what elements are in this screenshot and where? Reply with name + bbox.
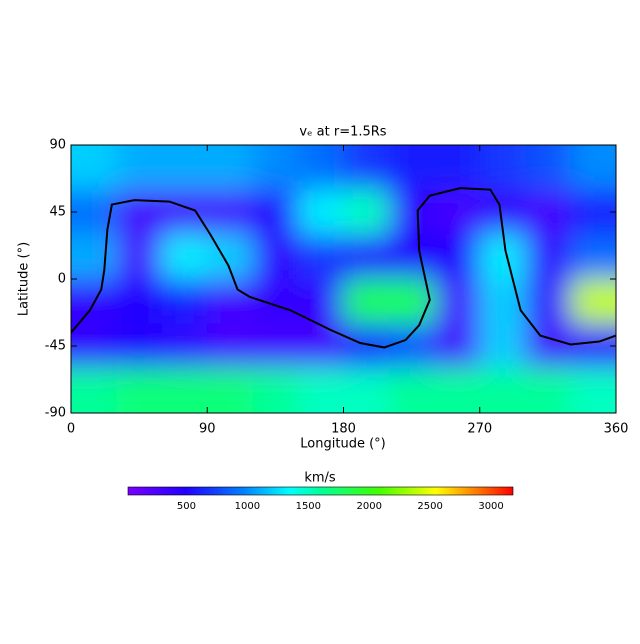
heat-cell bbox=[343, 279, 390, 325]
heat-cell bbox=[479, 145, 527, 191]
heat-cell bbox=[479, 368, 527, 413]
heat-cell bbox=[252, 279, 300, 325]
colorbar-tick-label: 1500 bbox=[296, 501, 321, 512]
heat-cell bbox=[298, 323, 345, 370]
colorbar-tick-label: 1000 bbox=[235, 501, 260, 512]
heat-cell bbox=[207, 323, 254, 370]
heat-cell bbox=[252, 368, 300, 413]
heat-cell bbox=[434, 145, 481, 191]
x-axis-label: Longitude (°) bbox=[300, 437, 385, 452]
heat-cell bbox=[570, 323, 616, 370]
heat-cell bbox=[161, 234, 209, 280]
heat-cell bbox=[161, 323, 209, 370]
colorbar-tick-label: 500 bbox=[177, 501, 196, 512]
heat-cell bbox=[570, 189, 616, 236]
heat-cell bbox=[388, 323, 436, 370]
heat-cell bbox=[71, 279, 118, 325]
heat-cell bbox=[161, 368, 209, 413]
heat-cell bbox=[388, 368, 436, 413]
heat-cell bbox=[298, 234, 345, 280]
y-tick-label: 45 bbox=[49, 205, 66, 220]
heat-cell bbox=[207, 368, 254, 413]
heat-cell bbox=[525, 189, 572, 236]
heat-cell bbox=[434, 323, 481, 370]
x-tick-label: 90 bbox=[199, 422, 216, 437]
x-tick-label: 360 bbox=[604, 422, 629, 437]
y-axis-label: Latitude (°) bbox=[17, 242, 32, 316]
heat-cell bbox=[570, 234, 616, 280]
colorbar-tick-label: 3000 bbox=[478, 501, 503, 512]
colorbar-tick-label: 2500 bbox=[417, 501, 442, 512]
heat-cell bbox=[71, 368, 118, 413]
heat-cell bbox=[116, 279, 163, 325]
heat-cell bbox=[161, 279, 209, 325]
heat-cell bbox=[570, 145, 616, 191]
heat-cell bbox=[252, 145, 300, 191]
heat-cell bbox=[388, 234, 436, 280]
y-tick-label: -45 bbox=[45, 339, 66, 354]
heat-cell bbox=[343, 189, 390, 236]
heat-cell bbox=[434, 279, 481, 325]
neutral-line bbox=[71, 187, 616, 349]
heat-cell bbox=[525, 145, 572, 191]
heat-cell bbox=[116, 189, 163, 236]
chart-title: vₑ at r=1.5Rs bbox=[299, 125, 386, 140]
y-tick-label: 90 bbox=[49, 138, 66, 153]
heat-cell bbox=[116, 368, 163, 413]
heat-cell bbox=[479, 323, 527, 370]
heat-cell bbox=[252, 234, 300, 280]
plot-frame bbox=[70, 144, 617, 414]
heat-cell bbox=[116, 323, 163, 370]
heat-cell bbox=[71, 234, 118, 280]
y-tick-label: 0 bbox=[58, 272, 66, 287]
heat-cell bbox=[434, 234, 481, 280]
heat-cell bbox=[525, 279, 572, 325]
colorbar-label: km/s bbox=[304, 471, 336, 486]
x-tick-label: 270 bbox=[467, 422, 492, 437]
x-tick-label: 180 bbox=[331, 422, 356, 437]
heat-cell bbox=[343, 368, 390, 413]
colorbar-tick-label: 2000 bbox=[357, 501, 382, 512]
heat-cell bbox=[298, 368, 345, 413]
heat-cell bbox=[252, 323, 300, 370]
heat-cell bbox=[207, 279, 254, 325]
heat-cell bbox=[161, 145, 209, 191]
heat-cell bbox=[252, 189, 300, 236]
heatmap bbox=[71, 145, 616, 413]
heat-cell bbox=[434, 189, 481, 236]
x-tick-label: 0 bbox=[67, 422, 75, 437]
heat-cell bbox=[570, 368, 616, 413]
heat-cell bbox=[161, 189, 209, 236]
heat-cell bbox=[116, 145, 163, 191]
colorbar bbox=[127, 486, 514, 496]
heat-cell bbox=[343, 234, 390, 280]
heat-cell bbox=[298, 145, 345, 191]
heat-cell bbox=[570, 279, 616, 325]
heat-cell bbox=[343, 145, 390, 191]
heat-cell bbox=[388, 145, 436, 191]
heat-cell bbox=[207, 145, 254, 191]
heat-cell bbox=[298, 189, 345, 236]
heat-cell bbox=[525, 323, 572, 370]
heat-cell bbox=[525, 368, 572, 413]
y-tick-label: -90 bbox=[45, 406, 66, 421]
heat-cell bbox=[434, 368, 481, 413]
heat-cell bbox=[525, 234, 572, 280]
heat-cell bbox=[207, 189, 254, 236]
heat-cell bbox=[116, 234, 163, 280]
heat-cell bbox=[479, 234, 527, 280]
heat-cell bbox=[71, 145, 118, 191]
heat-cell bbox=[71, 323, 118, 370]
